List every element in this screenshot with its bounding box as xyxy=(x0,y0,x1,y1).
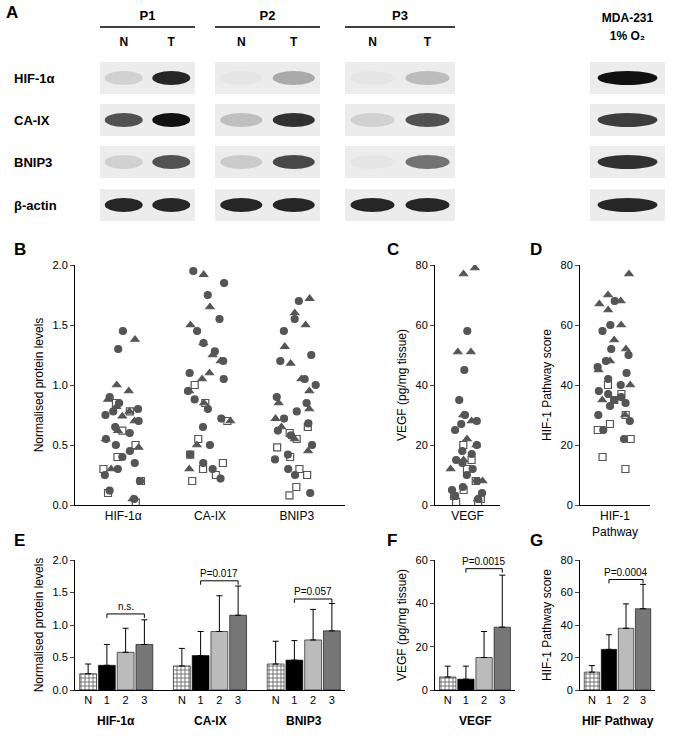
svg-text:60: 60 xyxy=(416,319,428,331)
svg-text:HIF-1 Pathway score: HIF-1 Pathway score xyxy=(540,329,554,441)
svg-text:VEGF: VEGF xyxy=(459,714,492,728)
svg-text:T: T xyxy=(424,35,432,49)
svg-text:1.5: 1.5 xyxy=(53,586,68,598)
svg-text:G: G xyxy=(530,531,543,550)
svg-text:P=0.017: P=0.017 xyxy=(200,568,238,579)
svg-text:HIF-1α: HIF-1α xyxy=(14,71,55,86)
svg-text:D: D xyxy=(530,240,542,259)
svg-text:2: 2 xyxy=(623,694,629,706)
svg-text:80: 80 xyxy=(561,554,573,566)
svg-text:3: 3 xyxy=(329,694,335,706)
svg-text:Normalised protein levels: Normalised protein levels xyxy=(32,558,46,693)
svg-text:2: 2 xyxy=(216,694,222,706)
svg-text:E: E xyxy=(14,531,25,550)
svg-text:VEGF: VEGF xyxy=(451,509,484,523)
svg-text:60: 60 xyxy=(561,319,573,331)
svg-text:1.0: 1.0 xyxy=(53,619,68,631)
svg-text:P2: P2 xyxy=(260,8,276,23)
svg-text:P=0.0015: P=0.0015 xyxy=(462,556,506,567)
svg-text:0: 0 xyxy=(567,684,573,696)
svg-text:BNIP3: BNIP3 xyxy=(14,155,52,170)
svg-text:0.0: 0.0 xyxy=(53,499,68,511)
svg-text:P1: P1 xyxy=(140,8,156,23)
svg-text:40: 40 xyxy=(416,597,428,609)
svg-text:0.5: 0.5 xyxy=(53,651,68,663)
svg-text:3: 3 xyxy=(141,694,147,706)
svg-text:N: N xyxy=(119,35,128,49)
svg-text:T: T xyxy=(290,35,298,49)
svg-text:2.0: 2.0 xyxy=(53,259,68,271)
svg-text:F: F xyxy=(387,531,397,550)
svg-text:HIF-1 Pathway score: HIF-1 Pathway score xyxy=(540,569,554,681)
svg-text:2: 2 xyxy=(123,694,129,706)
svg-text:2: 2 xyxy=(310,694,316,706)
svg-text:N: N xyxy=(178,694,186,706)
svg-text:VEGF (pg/mg tissue): VEGF (pg/mg tissue) xyxy=(395,569,409,681)
svg-text:40: 40 xyxy=(561,379,573,391)
svg-text:0: 0 xyxy=(567,499,573,511)
svg-text:BNIP3: BNIP3 xyxy=(279,509,314,523)
svg-text:VEGF (pg/mg tissue): VEGF (pg/mg tissue) xyxy=(395,329,409,441)
svg-text:HIF-1α: HIF-1α xyxy=(97,714,135,728)
svg-text:C: C xyxy=(387,240,399,259)
svg-text:3: 3 xyxy=(640,694,646,706)
svg-text:BNIP3: BNIP3 xyxy=(286,714,322,728)
svg-text:N: N xyxy=(588,694,596,706)
svg-text:1: 1 xyxy=(104,694,110,706)
svg-text:P=0.057: P=0.057 xyxy=(294,586,332,597)
svg-text:N: N xyxy=(272,694,280,706)
svg-text:60: 60 xyxy=(416,554,428,566)
svg-text:N: N xyxy=(237,35,246,49)
svg-text:1.0: 1.0 xyxy=(53,379,68,391)
svg-text:A: A xyxy=(6,3,18,22)
svg-text:P3: P3 xyxy=(392,8,408,23)
svg-text:80: 80 xyxy=(561,259,573,271)
svg-text:60: 60 xyxy=(561,586,573,598)
svg-text:N: N xyxy=(84,694,92,706)
svg-text:CA-IX: CA-IX xyxy=(194,509,226,523)
svg-text:3: 3 xyxy=(499,694,505,706)
svg-text:P=0.0004: P=0.0004 xyxy=(604,567,648,578)
svg-text:0: 0 xyxy=(422,499,428,511)
svg-text:20: 20 xyxy=(416,641,428,653)
svg-text:T: T xyxy=(168,35,176,49)
svg-text:HIF-1α: HIF-1α xyxy=(105,509,142,523)
svg-text:HIF-1Pathway: HIF-1Pathway xyxy=(592,509,638,539)
svg-text:HIF Pathway: HIF Pathway xyxy=(582,714,654,728)
svg-text:N: N xyxy=(368,35,377,49)
svg-text:0.5: 0.5 xyxy=(53,439,68,451)
svg-text:β-actin: β-actin xyxy=(14,198,57,213)
svg-text:20: 20 xyxy=(561,651,573,663)
svg-text:40: 40 xyxy=(561,619,573,631)
svg-text:CA-IX: CA-IX xyxy=(14,113,50,128)
svg-text:20: 20 xyxy=(416,439,428,451)
svg-text:2.0: 2.0 xyxy=(53,554,68,566)
svg-text:0.0: 0.0 xyxy=(53,684,68,696)
svg-text:N: N xyxy=(444,694,452,706)
svg-text:1: 1 xyxy=(606,694,612,706)
svg-text:CA-IX: CA-IX xyxy=(194,714,227,728)
svg-text:2: 2 xyxy=(481,694,487,706)
svg-text:1.5: 1.5 xyxy=(53,319,68,331)
svg-text:1: 1 xyxy=(198,694,204,706)
svg-text:n.s.: n.s. xyxy=(118,601,134,612)
svg-text:1: 1 xyxy=(291,694,297,706)
svg-text:B: B xyxy=(14,240,26,259)
svg-text:0: 0 xyxy=(422,684,428,696)
svg-text:20: 20 xyxy=(561,439,573,451)
svg-text:1% O₂: 1% O₂ xyxy=(610,29,645,43)
svg-text:3: 3 xyxy=(235,694,241,706)
svg-text:Normalised protein levels: Normalised protein levels xyxy=(32,318,46,453)
svg-text:1: 1 xyxy=(463,694,469,706)
svg-text:40: 40 xyxy=(416,379,428,391)
svg-text:80: 80 xyxy=(416,259,428,271)
svg-text:MDA-231: MDA-231 xyxy=(602,11,654,25)
